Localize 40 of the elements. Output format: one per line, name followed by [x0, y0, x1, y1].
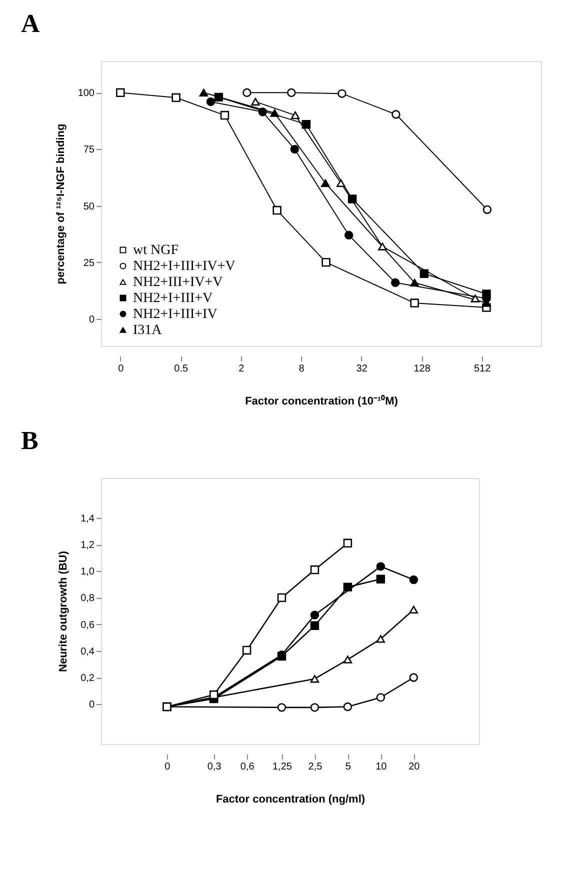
x-tick-label: 20 [408, 762, 420, 772]
x-tick-label: 128 [414, 364, 431, 374]
y-tick-label: 0,8 [80, 593, 95, 604]
chart-title: A [21, 9, 40, 38]
legend-label: NH2+I+III+IV+V [133, 259, 236, 274]
x-tick-label: 1,25 [272, 762, 292, 772]
x-axis-title: Factor concentration (ng/ml) [216, 794, 366, 806]
x-tick-label: 0 [118, 364, 124, 374]
x-tick-label: 8 [298, 364, 305, 374]
y-tick-label: 50 [83, 201, 95, 212]
x-tick-label: 512 [474, 364, 492, 374]
chart-title: B [21, 426, 38, 455]
y-tick-label: 0,4 [80, 646, 95, 658]
x-tick-label: 0,3 [207, 762, 222, 772]
x-tick-label: 5 [345, 762, 352, 772]
y-tick-label: 100 [78, 88, 95, 100]
y-tick-label: 0 [88, 314, 95, 326]
y-axis-title: Neurite outgrowth (BU) [58, 550, 70, 672]
legend-label: wt NGF [133, 243, 179, 258]
x-tick-label: 2 [238, 364, 245, 374]
x-tick-label: 0 [164, 762, 171, 772]
x-axis-title: Factor concentration (10⁻¹⁰M) [245, 394, 398, 408]
y-tick-label: 1,0 [80, 566, 95, 578]
legend-label: NH2+I+III+IV [133, 307, 218, 322]
y-axis-title: percentage of ¹²⁵I-NGF binding [54, 124, 67, 284]
y-tick-label: 75 [83, 144, 95, 156]
x-tick-label: 0.5 [174, 364, 189, 374]
x-tick-label: 32 [356, 364, 368, 374]
x-tick-label: 0,6 [240, 762, 255, 772]
y-tick-label: 1,2 [80, 540, 95, 551]
y-tick-label: 0,6 [80, 620, 95, 631]
legend-label: NH2+III+IV+V [133, 275, 223, 290]
y-tick-label: 1,4 [80, 513, 95, 524]
legend-label: NH2+I+III+V [133, 291, 213, 306]
y-tick-label: 0,2 [80, 673, 95, 684]
legend-label: I31A [133, 323, 163, 338]
x-tick-label: 2,5 [308, 762, 323, 772]
y-tick-label: 25 [83, 258, 95, 269]
x-tick-label: 10 [376, 762, 388, 772]
y-tick-label: 0 [88, 700, 95, 711]
